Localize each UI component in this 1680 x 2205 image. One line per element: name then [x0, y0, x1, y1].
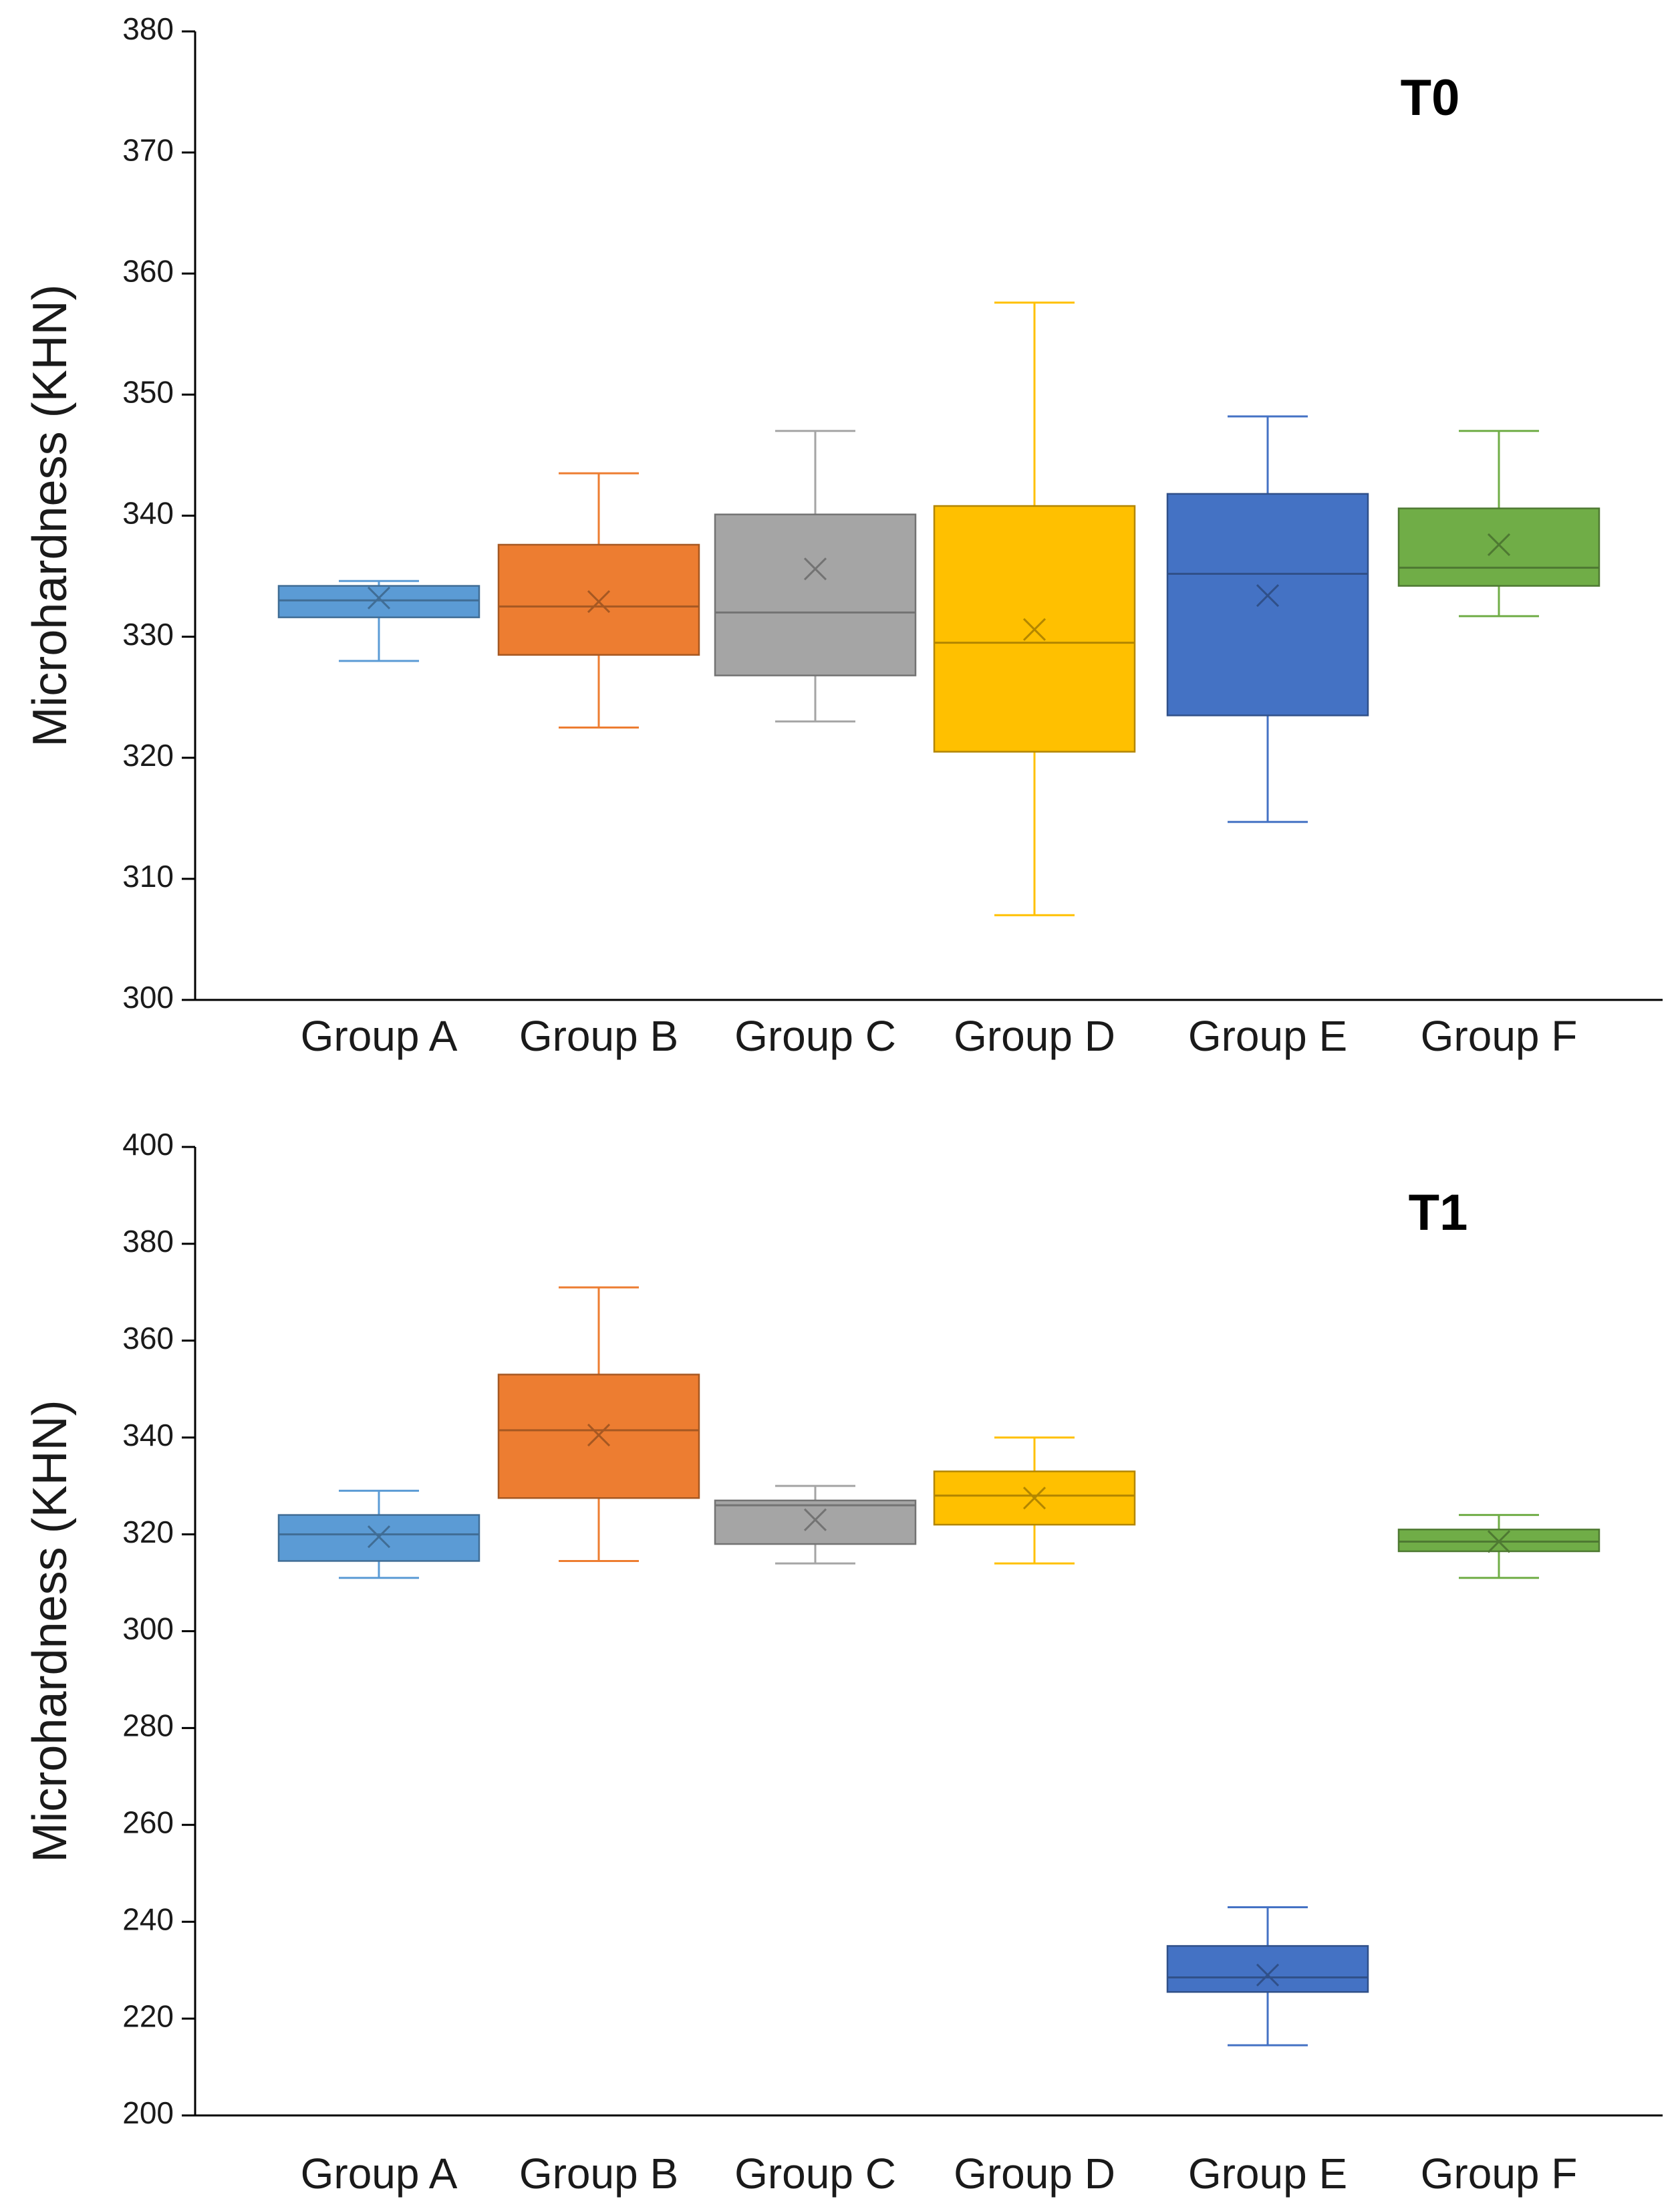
- mean-marker: [1256, 1963, 1280, 1986]
- category-label: Group D: [954, 2150, 1115, 2198]
- category-label: Group F: [1421, 1012, 1578, 1060]
- y-tick-label: 340: [122, 496, 174, 531]
- box-group-a: [277, 579, 480, 662]
- category-label: Group A: [301, 2150, 458, 2198]
- box-group-e: [1166, 1906, 1369, 2047]
- category-label: Group C: [734, 2150, 896, 2198]
- category-label: Group C: [734, 1012, 896, 1060]
- y-tick-label: 400: [122, 1127, 174, 1162]
- box-group-b: [497, 472, 700, 729]
- mean-marker: [1256, 583, 1280, 608]
- mean-marker: [367, 586, 391, 610]
- box-group-d: [933, 1436, 1136, 1565]
- y-tick-label: 310: [122, 859, 174, 894]
- box-group-a: [277, 1489, 480, 1579]
- mean-marker: [367, 1525, 391, 1549]
- mean-marker: [803, 557, 827, 581]
- y-tick-label: 320: [122, 738, 174, 773]
- y-tick-label: 350: [122, 375, 174, 410]
- y-tick-label: 200: [122, 2095, 174, 2130]
- category-label: Group A: [301, 1012, 458, 1060]
- y-axis-title: Microhardness (KHN): [23, 1400, 77, 1862]
- panel-t0: T0 Microhardness (KHN) 300 310 320 330 340 35…: [23, 11, 1663, 1060]
- y-tick-label: 330: [122, 617, 174, 652]
- y-tick-label: 320: [122, 1515, 174, 1549]
- category-label: Group F: [1421, 2150, 1578, 2198]
- y-tick-label: 280: [122, 1708, 174, 1743]
- y-tick-label: 370: [122, 132, 174, 167]
- category-label: Group E: [1188, 1012, 1347, 1060]
- iqr-box: [497, 543, 700, 656]
- category-label: Group E: [1188, 2150, 1347, 2198]
- iqr-box: [714, 1499, 917, 1545]
- mean-marker: [1022, 1486, 1046, 1510]
- iqr-box: [1166, 493, 1369, 717]
- mean-marker: [1022, 618, 1046, 641]
- y-tick-label: 380: [122, 11, 174, 46]
- iqr-box: [933, 1470, 1136, 1526]
- box-group-c: [714, 1484, 917, 1565]
- box-group-c: [714, 430, 917, 723]
- iqr-box: [714, 513, 917, 676]
- box-group-d: [933, 301, 1136, 916]
- category-label: Group B: [519, 1012, 678, 1060]
- mean-marker: [803, 1508, 827, 1531]
- category-label: Group B: [519, 2150, 678, 2198]
- y-tick-label: 360: [122, 253, 174, 288]
- panel-t1: T1 Microhardness (KHN) 200 220 240 260 280 30…: [23, 1127, 1663, 2198]
- iqr-box: [277, 585, 480, 618]
- y-axis-title: Microhardness (KHN): [23, 284, 77, 747]
- y-tick-label: 300: [122, 980, 174, 1015]
- y-tick-label: 240: [122, 1902, 174, 1936]
- panel-title: T0: [1401, 70, 1460, 126]
- box-group-f: [1397, 1514, 1600, 1579]
- mean-marker: [1487, 533, 1511, 557]
- y-tick-label: 300: [122, 1611, 174, 1646]
- category-label: Group D: [954, 1012, 1115, 1060]
- y-tick-label: 380: [122, 1224, 174, 1259]
- box-group-f: [1397, 430, 1600, 618]
- mean-marker: [1487, 1530, 1511, 1553]
- panel-title: T1: [1409, 1184, 1468, 1241]
- y-tick-label: 260: [122, 1805, 174, 1839]
- y-tick-label: 340: [122, 1418, 174, 1452]
- box-group-b: [497, 1286, 700, 1562]
- box-group-e: [1166, 415, 1369, 823]
- iqr-box: [1397, 507, 1600, 587]
- y-tick-label: 220: [122, 1998, 174, 2033]
- iqr-box: [1166, 1945, 1369, 1993]
- mean-marker: [587, 590, 611, 614]
- y-tick-label: 360: [122, 1321, 174, 1355]
- mean-marker: [587, 1424, 611, 1447]
